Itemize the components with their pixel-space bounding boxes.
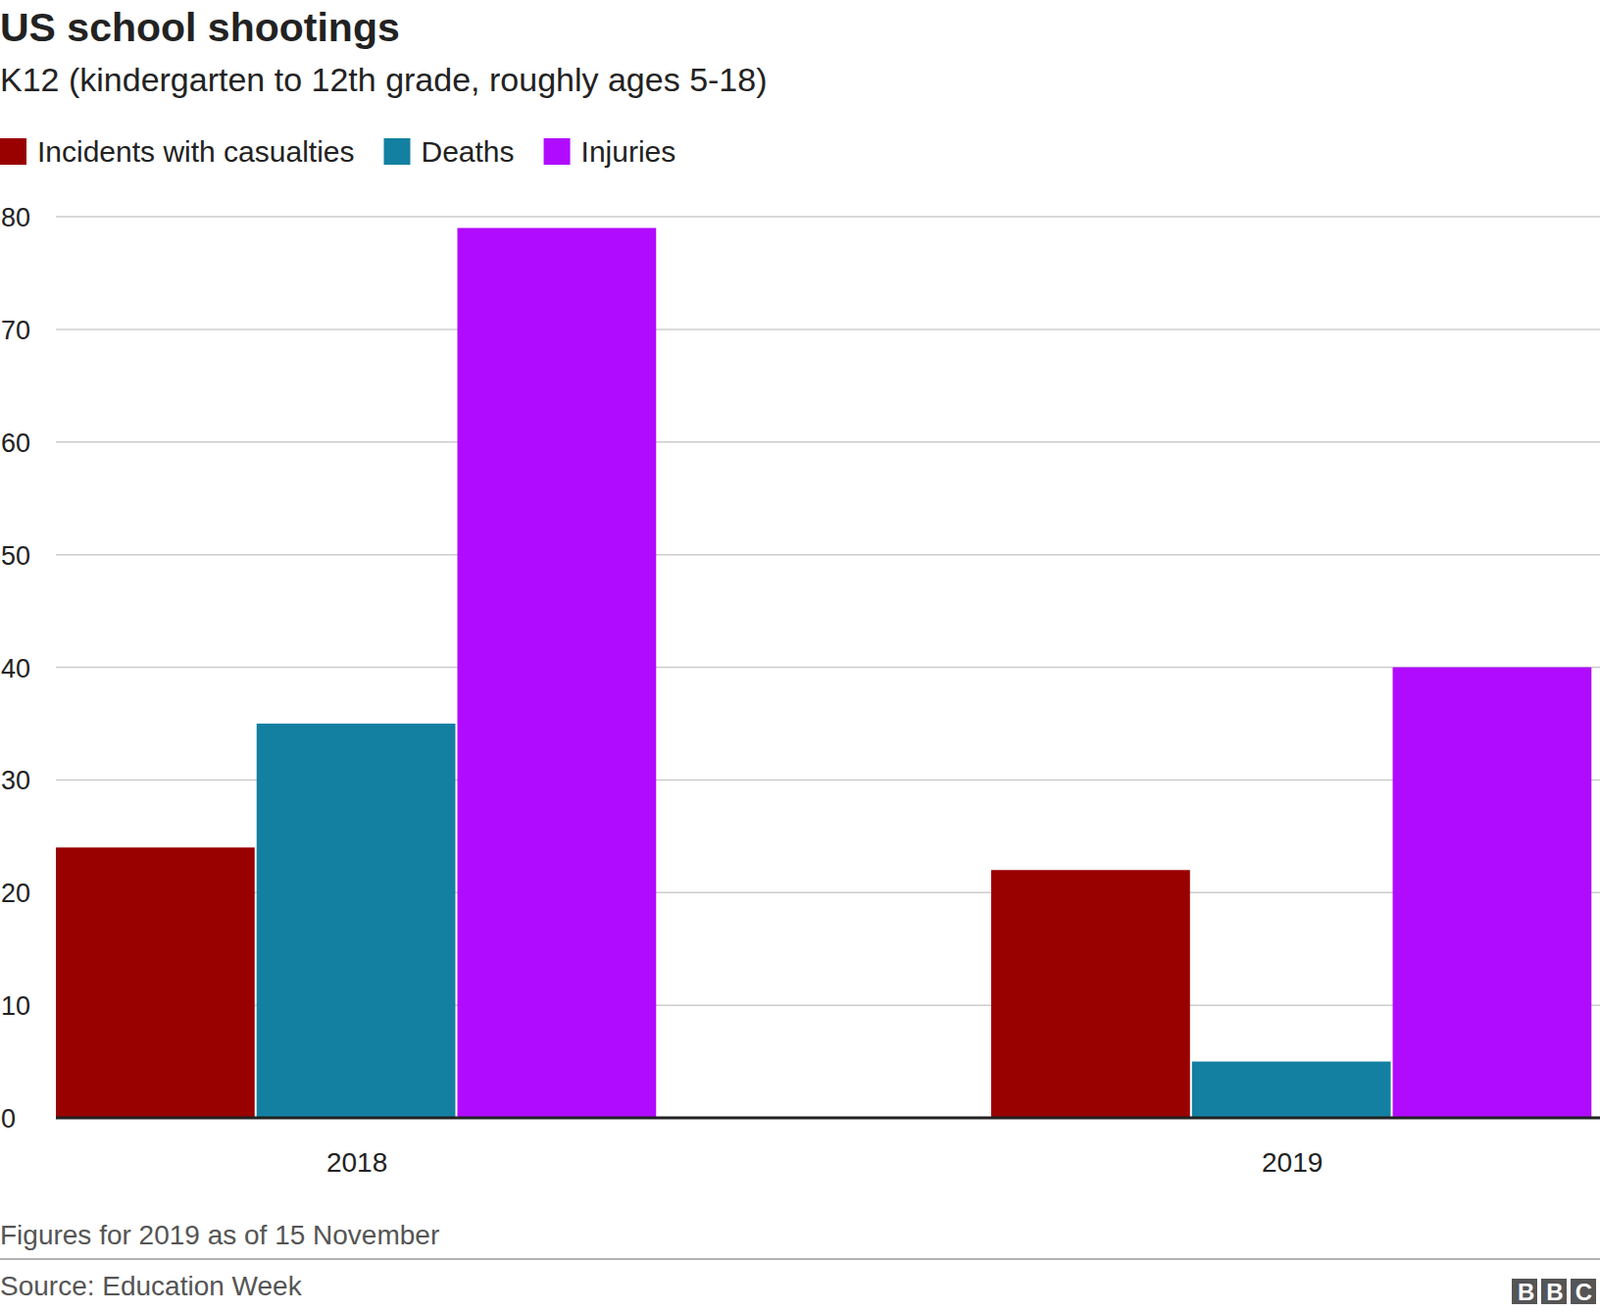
y-tick-label: 40 bbox=[0, 653, 31, 684]
bar bbox=[991, 869, 1191, 1118]
logo: BBC bbox=[1511, 1278, 1600, 1305]
y-tick-label: 10 bbox=[0, 991, 31, 1021]
bar bbox=[1393, 667, 1593, 1119]
chart: US school shootings K12 (kindergarten to … bbox=[0, 0, 1600, 1312]
legend: Incidents with casualties Deaths Injuries bbox=[0, 135, 676, 168]
grid-line bbox=[55, 1116, 1600, 1119]
grid-line bbox=[55, 441, 1600, 444]
legend-label: Incidents with casualties bbox=[37, 135, 355, 168]
x-tick-label: 2018 bbox=[326, 1147, 388, 1178]
legend-swatch bbox=[544, 138, 571, 165]
y-tick-label: 70 bbox=[0, 315, 31, 346]
bars bbox=[55, 227, 1592, 1118]
x-axis bbox=[55, 1116, 1600, 1120]
note: Figures for 2019 as of 15 November bbox=[0, 1219, 440, 1250]
footer-rule bbox=[0, 1257, 1600, 1260]
title: US school shootings bbox=[0, 4, 400, 50]
legend-label: Injuries bbox=[581, 135, 677, 168]
legend-swatch bbox=[0, 138, 27, 165]
y-tick-label: 80 bbox=[0, 202, 31, 233]
grid-line bbox=[55, 328, 1600, 331]
y-tick-label: 20 bbox=[0, 878, 31, 908]
y-tick-label: 60 bbox=[0, 428, 31, 458]
legend-swatch bbox=[384, 138, 411, 165]
legend-label: Deaths bbox=[421, 135, 515, 168]
grid-line bbox=[55, 553, 1600, 556]
grid-line bbox=[55, 215, 1600, 218]
bar bbox=[457, 227, 657, 1118]
bar bbox=[55, 847, 255, 1118]
grid-line bbox=[55, 666, 1600, 669]
bar bbox=[256, 723, 456, 1118]
subtitle: K12 (kindergarten to 12th grade, roughly… bbox=[0, 60, 768, 99]
y-tick-label: 30 bbox=[0, 765, 31, 796]
y-tick-label: 0 bbox=[0, 1103, 16, 1134]
y-tick-label: 50 bbox=[0, 541, 31, 571]
x-tick-label: 2019 bbox=[1261, 1147, 1323, 1178]
source: Source: Education Week bbox=[0, 1270, 303, 1301]
logo-text: BBC bbox=[1517, 1278, 1600, 1305]
bar bbox=[1192, 1061, 1392, 1118]
